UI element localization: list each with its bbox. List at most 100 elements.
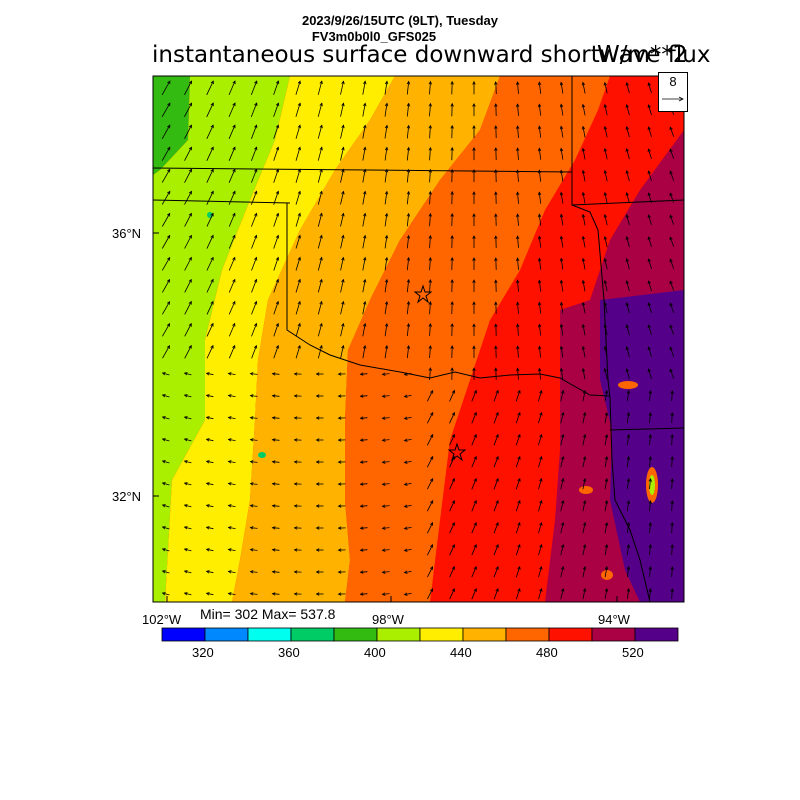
wind-vector (582, 126, 586, 138)
wind-vector-head (516, 169, 520, 174)
wind-vector-head (293, 570, 298, 574)
wind-vector-head (166, 212, 171, 217)
wind-vector (251, 345, 257, 359)
wind-vector-head (359, 526, 364, 530)
wind-vector-head (381, 592, 386, 596)
wind-vector-head (210, 300, 214, 305)
wind-vector-head (232, 80, 236, 85)
wind-vector (560, 258, 564, 270)
wind-vector-head (581, 235, 586, 240)
wind-vector-head (625, 280, 629, 284)
wind-vector (362, 301, 366, 315)
wind-vector (384, 301, 388, 315)
wind-vector (626, 280, 630, 292)
wind-vector (362, 257, 366, 271)
wind-vector-head (472, 301, 476, 305)
wind-vector-head (561, 521, 565, 526)
wind-vector-head (625, 368, 629, 372)
wind-vector (384, 213, 388, 227)
wind-vector-head (472, 103, 476, 107)
wind-vector-head (341, 322, 345, 327)
wind-vector-head (517, 565, 521, 570)
wind-vector-head (210, 146, 214, 151)
wind-vector (669, 347, 675, 357)
wind-vector (517, 104, 519, 116)
wind-vector-head (188, 278, 192, 283)
wind-vector-head (362, 344, 367, 349)
wind-vector (406, 103, 410, 117)
wind-vector-head (561, 433, 565, 438)
wind-vector-head (319, 190, 323, 195)
wind-vector-head (428, 124, 432, 129)
wind-vector-head (249, 592, 254, 596)
wind-vector (382, 505, 390, 507)
wind-vector-head (472, 191, 476, 195)
wind-vector-head (625, 126, 629, 130)
wind-vector-head (254, 80, 258, 85)
wind-vector-head (249, 548, 254, 552)
wind-vector-head (161, 526, 166, 530)
wind-vector-head (430, 455, 434, 460)
wind-vector (515, 434, 521, 446)
wind-vector-head (561, 411, 565, 416)
wind-vector (604, 126, 608, 138)
speck (579, 486, 593, 494)
wind-vector-head (494, 81, 498, 85)
wind-vector (384, 345, 388, 359)
wind-vector-head (381, 526, 386, 530)
wind-vector (471, 588, 477, 600)
wind-vector (162, 438, 170, 442)
wind-vector (406, 345, 410, 359)
wind-vector-head (406, 300, 411, 305)
wind-vector-head (473, 455, 477, 460)
colorbar-box (462, 627, 507, 642)
wind-vector-head (293, 438, 298, 442)
wind-vector (360, 483, 368, 485)
wind-vector-head (582, 499, 587, 504)
wind-vector-head (581, 301, 586, 306)
wind-vector (382, 593, 390, 595)
wind-vector-head (450, 323, 454, 327)
wind-vector (626, 500, 630, 512)
wind-vector (206, 301, 214, 315)
wind-vector-head (381, 460, 386, 464)
wind-vector-head (315, 394, 320, 398)
wind-vector (517, 214, 519, 226)
speck (258, 452, 266, 458)
wind-vector-head (161, 592, 166, 596)
wind-vector (317, 323, 323, 337)
wind-vector (517, 258, 519, 270)
wind-vector-head (581, 345, 586, 350)
wind-vector (517, 170, 519, 182)
wind-vector (404, 527, 412, 529)
wind-vector-head (648, 434, 652, 438)
wind-vector-head (381, 438, 386, 442)
wind-vector (429, 235, 431, 249)
lon-label-94w: 94°W (598, 612, 630, 627)
wind-vector-head (559, 279, 564, 284)
wind-vector (626, 478, 630, 490)
wind-vector (493, 434, 499, 446)
wind-vector-head (254, 124, 258, 129)
wind-vector-head (494, 125, 498, 129)
wind-vector-head (232, 168, 236, 173)
wind-vector (362, 345, 366, 359)
lat-label-32n: 32°N (112, 489, 142, 504)
wind-vector (317, 125, 323, 139)
wind-vector-head (604, 499, 609, 504)
wind-vector (340, 147, 344, 161)
wind-vector-head (227, 394, 232, 398)
wind-vector-head (315, 416, 320, 420)
wind-vector-head (559, 301, 564, 306)
wind-vector (382, 417, 390, 419)
wind-vector-head (539, 565, 543, 570)
wind-vector-head (166, 345, 170, 349)
wind-vector-head (517, 521, 521, 526)
wind-vector (406, 235, 410, 249)
wind-vector-head (227, 526, 232, 530)
wind-vector-head (271, 372, 276, 376)
wind-vector (560, 324, 564, 336)
wind-vector-head (537, 323, 542, 328)
wind-vector-head (494, 191, 498, 195)
